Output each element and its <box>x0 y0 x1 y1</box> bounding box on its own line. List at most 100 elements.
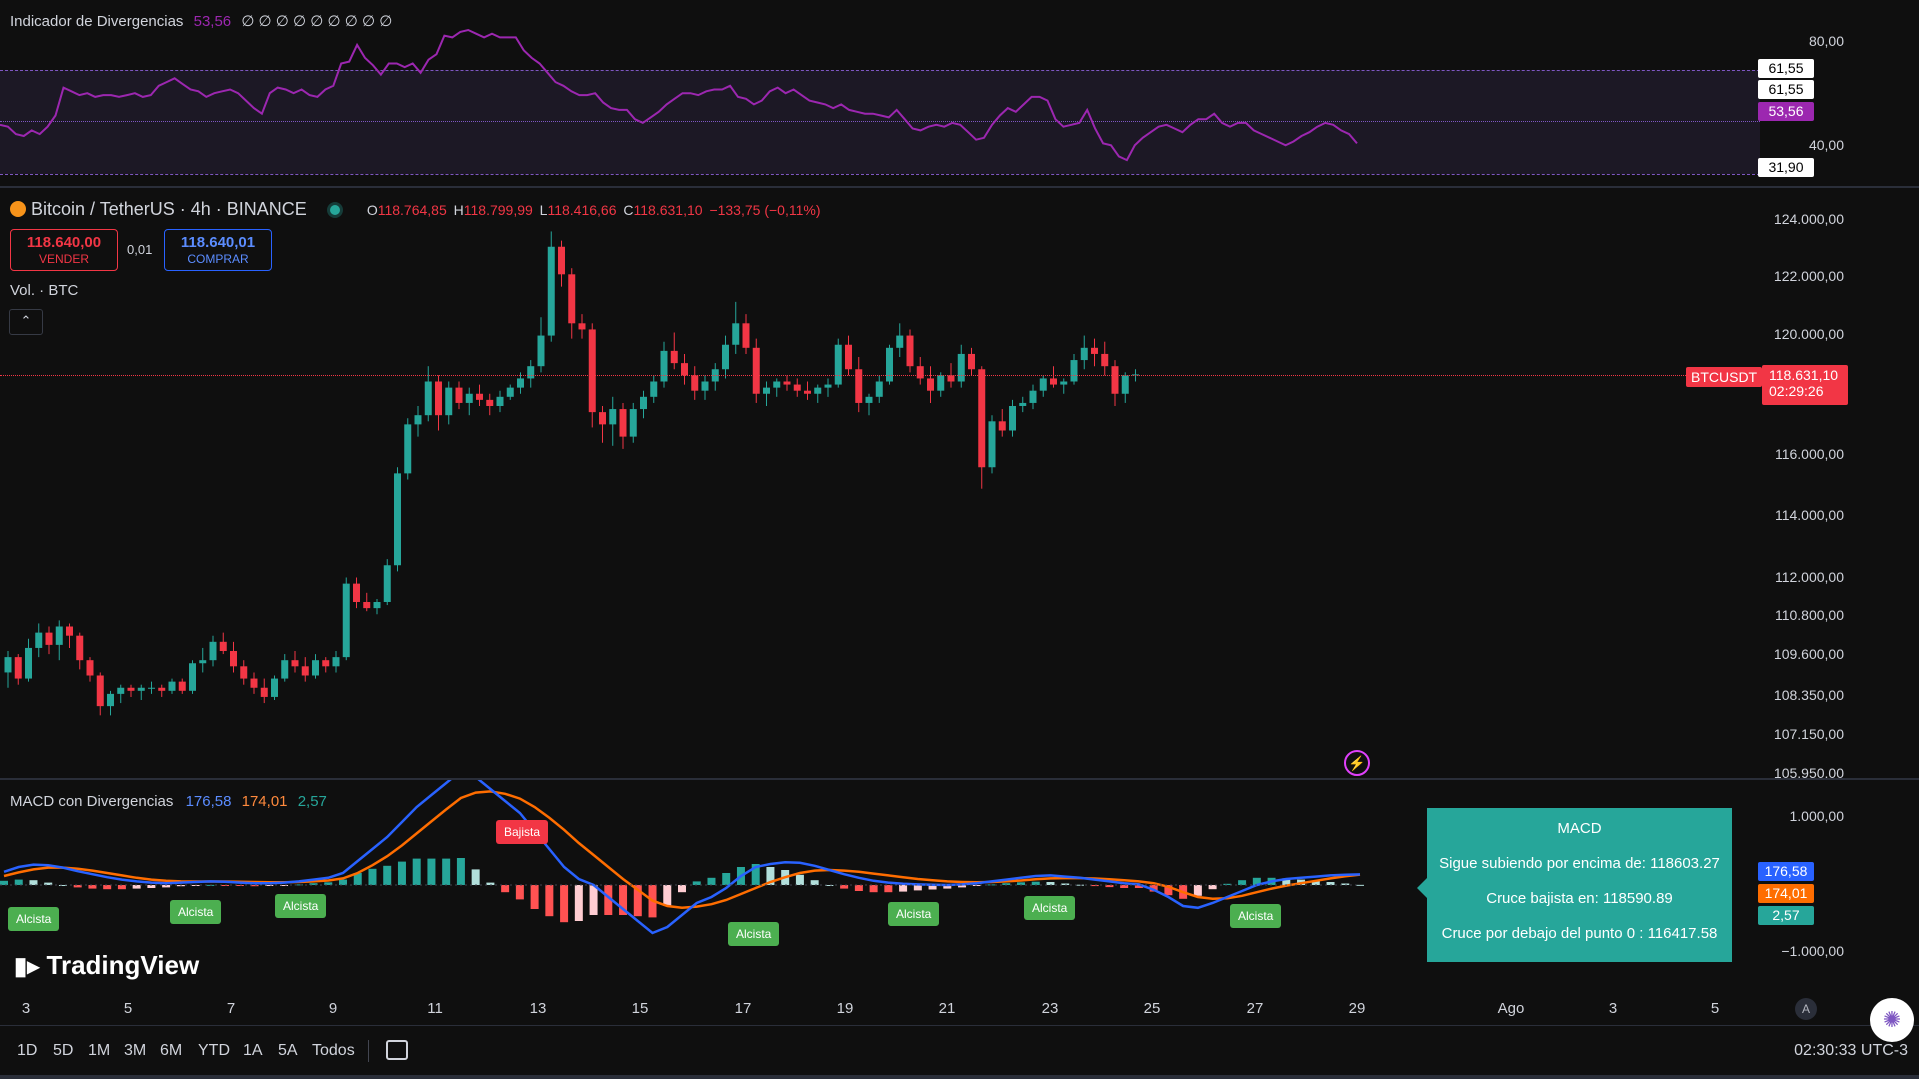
sell-price: 118.640,00 <box>26 234 102 251</box>
rsi-line <box>0 28 1358 162</box>
ohlc-o-label: O <box>366 202 378 218</box>
macd-histogram-bar <box>132 885 141 889</box>
candle-body <box>1050 378 1057 385</box>
candle-body <box>127 687 135 691</box>
macd-histogram-bar <box>943 885 952 889</box>
signal-alcista-4: Alcista <box>728 922 780 946</box>
pane-separator-1[interactable] <box>0 186 1919 188</box>
time-label-3: 3 <box>21 1000 31 1017</box>
candle-body <box>742 323 750 348</box>
macd-histogram-bar <box>0 880 8 885</box>
candle-body <box>353 583 360 602</box>
candle-body <box>322 660 330 667</box>
pane-separator-2[interactable] <box>0 778 1919 780</box>
candle-body <box>937 375 945 391</box>
time-axis[interactable] <box>0 990 1760 1024</box>
macd-pane[interactable] <box>0 780 1760 1025</box>
macd-histogram-bar <box>633 885 642 917</box>
macd-histogram-bar <box>751 864 760 885</box>
sell-button[interactable]: 118.640,00 VENDER <box>10 229 118 271</box>
candle-body <box>906 335 914 367</box>
candle-body <box>281 660 289 679</box>
candle-body <box>250 678 258 688</box>
candle-body <box>271 678 278 697</box>
candle-body <box>1080 347 1088 361</box>
macd-histogram-bar <box>58 885 67 886</box>
candle-body <box>640 396 647 410</box>
timeframe-6m[interactable]: 6M <box>160 1042 183 1059</box>
macd-histogram-bar <box>663 885 672 906</box>
timeframe-ytd[interactable]: YTD <box>198 1042 230 1059</box>
macd-histogram-bar <box>722 873 731 885</box>
macd-histogram-bar <box>692 881 701 885</box>
clock[interactable]: 02:30:33 UTC-3 <box>1794 1042 1908 1059</box>
candle-body <box>824 384 832 388</box>
timeframe-5d[interactable]: 5D <box>53 1042 74 1059</box>
rsi-tag-current: 53,56 <box>1758 102 1814 121</box>
timeframe-1d[interactable]: 1D <box>17 1042 38 1059</box>
time-label-11: 11 <box>427 1000 443 1017</box>
flash-icon[interactable]: ⚡ <box>1344 750 1370 776</box>
buy-button[interactable]: 118.640,01 COMPRAR <box>164 229 272 271</box>
time-label-5: 5 <box>123 1000 133 1017</box>
rsi-tag-2: 61,55 <box>1758 80 1814 99</box>
assistant-icon[interactable]: ✺ <box>1870 998 1914 1042</box>
macd-histogram-bar <box>604 885 613 915</box>
price-axis-105950: 105.950,00 <box>1773 765 1844 781</box>
macd-histogram-bar <box>501 885 510 893</box>
rsi-tag-1: 61,55 <box>1758 59 1814 78</box>
tradingview-logo[interactable]: ▮▸ TradingView <box>14 950 199 981</box>
symbol-name[interactable]: Bitcoin / TetherUS · 4h · BINANCE <box>31 199 307 219</box>
candle-body <box>1101 353 1109 367</box>
price-pane[interactable] <box>0 188 1760 778</box>
timeframe-todos[interactable]: Todos <box>312 1042 355 1059</box>
macd-histogram-bar <box>1356 884 1364 886</box>
price-axis-108350: 108.350,00 <box>1773 687 1844 703</box>
candle-body <box>588 329 596 413</box>
time-label-23: 23 <box>1041 1000 1059 1017</box>
signal-alcista-5: Alcista <box>888 902 940 926</box>
candle-body <box>219 641 227 651</box>
macd-histogram-bar <box>1208 885 1217 890</box>
price-axis-110800: 110.800,00 <box>1774 607 1844 623</box>
signal-alcista-1: Alcista <box>8 907 60 931</box>
candle-body <box>189 663 196 691</box>
candle-body <box>35 632 43 648</box>
macd-histogram-bar <box>1105 885 1114 888</box>
timeframe-3m[interactable]: 3M <box>124 1042 147 1059</box>
price-axis-124000: 124.000,00 <box>1773 211 1844 227</box>
signal-tag: 174,01 <box>1758 884 1814 903</box>
macd-tag: 176,58 <box>1758 862 1814 881</box>
price-axis-116000: 116.000,00 <box>1774 446 1844 462</box>
timeframe-1a[interactable]: 1A <box>243 1042 263 1059</box>
calendar-icon[interactable] <box>386 1040 408 1060</box>
candle-body <box>230 651 237 667</box>
candle-body <box>927 378 934 391</box>
timeframe-5a[interactable]: 5A <box>278 1042 298 1059</box>
timeframe-1m[interactable]: 1M <box>88 1042 111 1059</box>
candle-body <box>660 350 668 382</box>
collapse-legend-button[interactable]: ⌃ <box>9 309 43 335</box>
candle-body <box>373 602 381 609</box>
macd-histogram-bar <box>1149 885 1158 892</box>
macd-histogram-bar <box>619 885 628 915</box>
toolbar-divider <box>368 1040 369 1062</box>
macd-histogram-bar <box>250 885 259 887</box>
candle-body <box>1009 406 1016 431</box>
macd-histogram-bar <box>1311 880 1320 885</box>
macd-histogram-bar <box>869 885 878 893</box>
ohlc-open: 118.764,85 <box>377 202 447 218</box>
price-axis-114000: 114.000,00 <box>1774 507 1844 523</box>
time-label-17: 17 <box>734 1000 752 1017</box>
price-axis-112000: 112.000,00 <box>1774 569 1844 585</box>
candle-body <box>1039 378 1047 391</box>
time-label-15: 15 <box>631 1000 649 1017</box>
macd-histogram-bar <box>560 885 569 923</box>
macd-histogram-bar <box>397 861 406 885</box>
macd-histogram-bar <box>103 885 112 890</box>
auto-scale-button[interactable]: A <box>1795 998 1817 1020</box>
macd-histogram-bar <box>29 880 38 885</box>
sell-label: VENDER <box>38 252 89 266</box>
candle-body <box>650 381 658 397</box>
candle-body <box>722 344 729 370</box>
